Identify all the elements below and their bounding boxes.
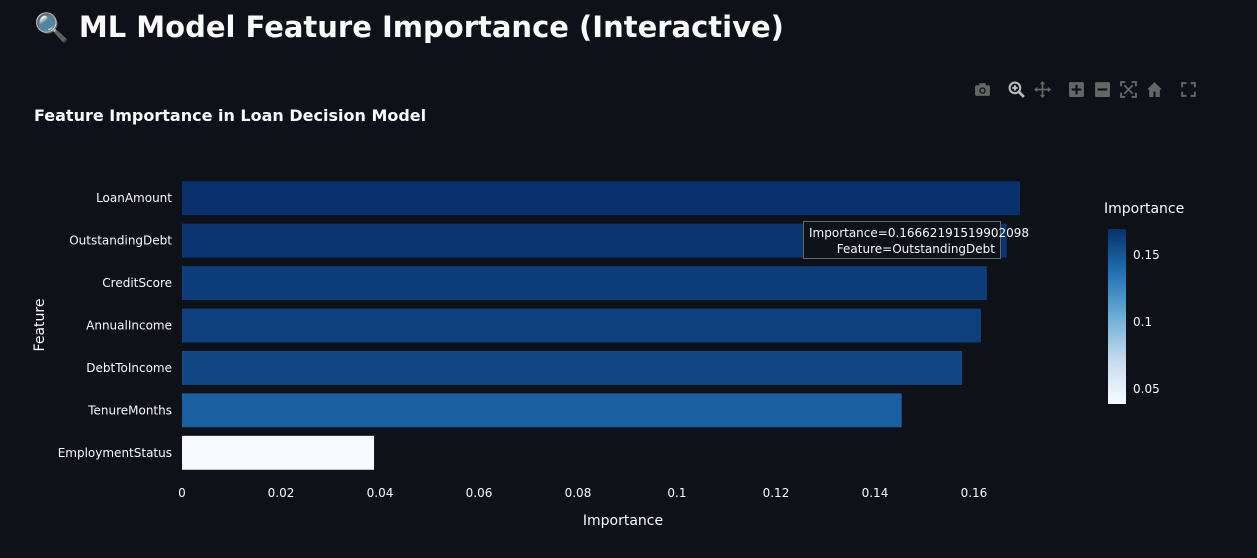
colorbar xyxy=(1108,229,1126,404)
colorbar-tick-label: 0.1 xyxy=(1133,315,1152,329)
zoom-in-icon[interactable] xyxy=(1063,78,1089,100)
fullscreen-icon[interactable] xyxy=(1175,78,1201,100)
colorbar-tick-label: 0.05 xyxy=(1133,382,1160,396)
x-tick-label: 0.12 xyxy=(763,486,790,500)
reset-axes-icon[interactable] xyxy=(1141,78,1167,100)
camera-icon[interactable] xyxy=(969,78,995,100)
hover-tooltip: Importance=0.16662191519902098 Feature=O… xyxy=(803,221,1030,259)
x-tick-label: 0.02 xyxy=(268,486,295,500)
chart-title: Feature Importance in Loan Decision Mode… xyxy=(34,106,427,125)
y-axis-title: Feature xyxy=(32,299,48,352)
x-tick-label: 0.16 xyxy=(961,486,988,500)
bar-TenureMonths[interactable] xyxy=(182,393,902,428)
y-tick-label: TenureMonths xyxy=(87,403,172,417)
y-tick-label: LoanAmount xyxy=(96,191,172,205)
y-tick-label: CreditScore xyxy=(102,276,172,290)
x-tick-label: 0.1 xyxy=(667,486,686,500)
page-title: 🔍 ML Model Feature Importance (Interacti… xyxy=(34,10,784,44)
zoom-out-icon[interactable] xyxy=(1089,78,1115,100)
x-tick-label: 0.04 xyxy=(367,486,394,500)
chart-modebar xyxy=(969,78,1201,100)
autoscale-icon[interactable] xyxy=(1115,78,1141,100)
y-tick-label: DebtToIncome xyxy=(86,361,172,375)
bar-DebtToIncome[interactable] xyxy=(182,350,963,385)
colorbar-tick-label: 0.15 xyxy=(1133,248,1160,262)
x-tick-label: 0.06 xyxy=(466,486,493,500)
pan-icon[interactable] xyxy=(1029,78,1055,100)
x-tick-label: 0.14 xyxy=(862,486,889,500)
colorbar-title: Importance xyxy=(1104,201,1184,217)
x-tick-label: 0.08 xyxy=(565,486,592,500)
y-tick-label: AnnualIncome xyxy=(86,319,172,333)
x-tick-label: 0 xyxy=(178,486,186,500)
bar-CreditScore[interactable] xyxy=(182,266,987,301)
tooltip-importance: Importance=0.16662191519902098 xyxy=(809,226,1030,240)
zoom-icon[interactable] xyxy=(1003,78,1029,100)
magnifier-icon: 🔍 xyxy=(34,10,69,44)
tooltip-feature: Feature=OutstandingDebt xyxy=(836,242,995,256)
y-tick-label: EmploymentStatus xyxy=(58,446,172,460)
bar-EmploymentStatus[interactable] xyxy=(182,435,375,470)
bar-LoanAmount[interactable] xyxy=(182,181,1020,216)
page-title-text: ML Model Feature Importance (Interactive… xyxy=(78,10,784,44)
y-tick-label: OutstandingDebt xyxy=(69,234,172,248)
x-axis-title: Importance xyxy=(583,513,663,529)
bar-AnnualIncome[interactable] xyxy=(182,308,981,343)
